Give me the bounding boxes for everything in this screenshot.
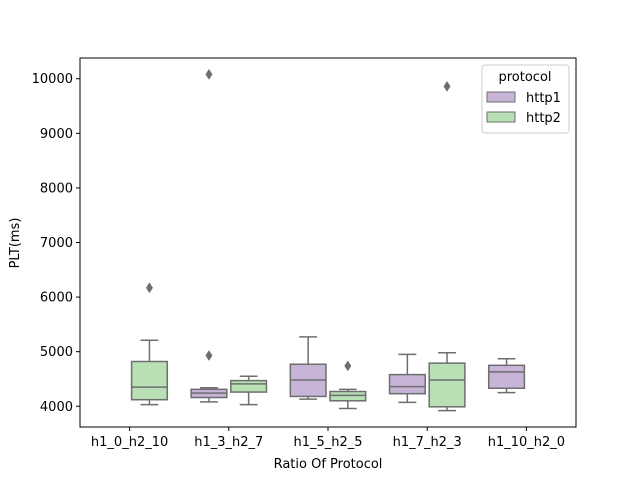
x-tick-label: h1_3_h2_7 [194,435,263,450]
box-group-http1 [289,336,327,400]
box-http1 [487,364,526,389]
box-group-http2 [230,375,268,406]
y-axis: 4000 5000 6000 7000 8000 9000 10000 [32,72,80,415]
y-axis-title: PLT(ms) [8,218,23,269]
x-tick-label: h1_0_h2_10 [91,435,168,450]
x-tick-label: h1_10_h2_0 [488,435,565,450]
plot-content [130,68,526,412]
outlier-point [145,282,153,294]
legend-swatch-http1 [486,91,516,103]
y-tick-label: 8000 [40,181,73,196]
x-tick-label: h1_5_h2_5 [293,435,362,450]
outlier-point [443,80,451,92]
box-group-http1 [388,353,426,404]
x-axis: h1_0_h2_10 h1_3_h2_7 h1_5_h2_5 h1_7_h2_3 h1_… [91,427,565,450]
y-tick-label: 9000 [40,127,73,142]
box-http2 [130,360,169,401]
box-http2 [230,379,268,393]
y-tick-label: 10000 [32,72,73,87]
box-group-http2 [428,80,466,412]
box-http2 [329,390,367,402]
box-group-http1 [487,358,526,394]
legend-label-http1: http1 [526,91,561,106]
x-tick-label: h1_7_h2_3 [393,435,462,450]
outlier-point [344,360,352,372]
y-tick-label: 7000 [40,236,73,251]
legend-title: protocol [498,70,551,85]
box-http2 [428,362,466,408]
y-tick-label: 4000 [40,400,73,415]
box-group-http2 [329,360,367,410]
box-http1 [388,373,426,395]
legend-swatch-http2 [486,111,516,123]
box-group-http1 [190,68,228,403]
outlier-point [205,350,213,361]
x-axis-title: Ratio Of Protocol [274,457,383,472]
box-group-http2 [130,282,169,406]
legend-label-http2: http2 [526,111,561,126]
legend: protocol http1 http2 [481,64,570,134]
y-tick-label: 5000 [40,345,73,360]
y-tick-label: 6000 [40,291,73,306]
outlier-point [205,68,213,80]
